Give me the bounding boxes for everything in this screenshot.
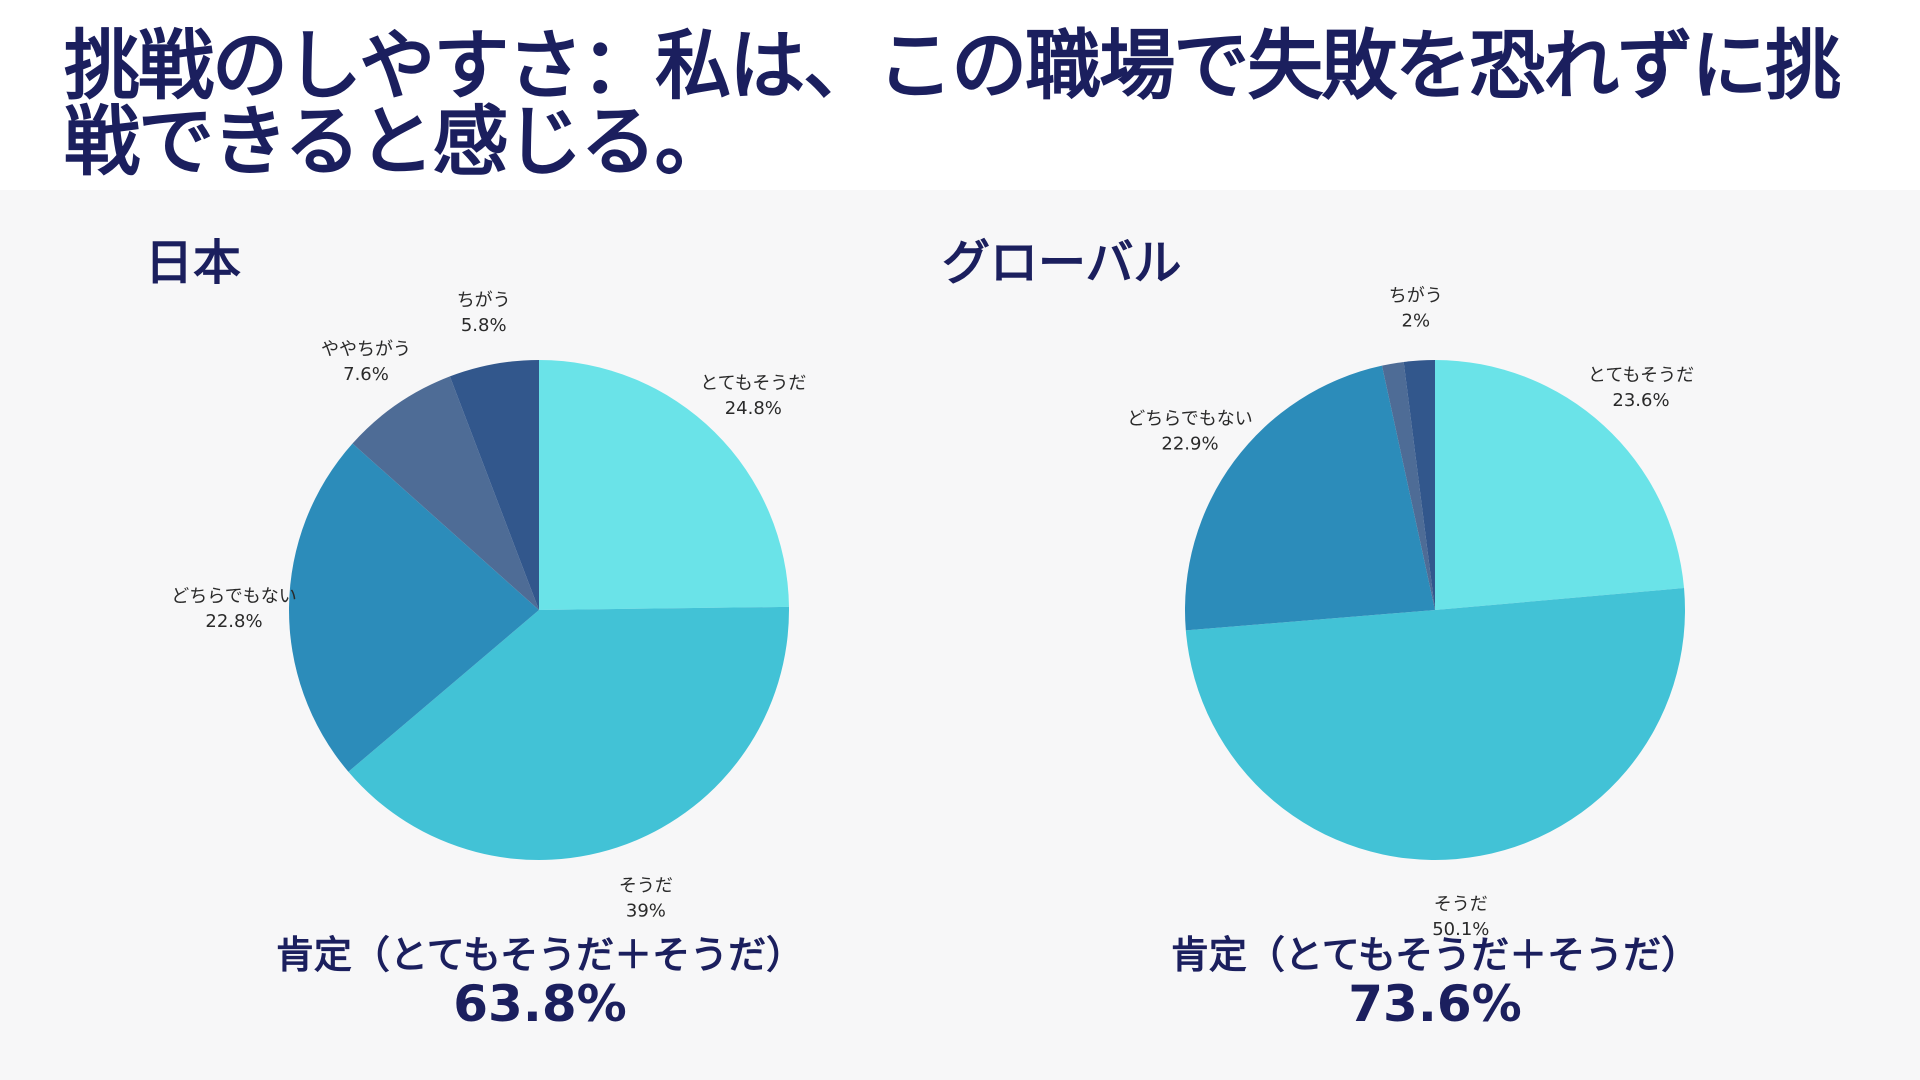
page-title: 挑戦のしやすさ：私は、この職場で失敗を恐れずに挑戦できると感じる。 (64, 21, 1841, 186)
japan-slice-yaya-chigau (352, 376, 539, 610)
japan-label-yaya-chigau-value: 7.6% (343, 364, 389, 385)
japan-label-chigau-value: 5.8% (461, 315, 507, 336)
global-slice-chigau (1403, 360, 1435, 610)
global-label-dochira-demo-nai-category: どちらでもない (1127, 408, 1252, 429)
japan-label-totemo-souda-category: とてもそうだ (700, 373, 806, 394)
japan-chart-title: 日本 (145, 235, 242, 291)
global-label-totemo-souda-value: 23.6% (1612, 390, 1669, 411)
japan-label-totemo-souda-value: 24.8% (725, 398, 782, 419)
japan-slice-chigau (449, 360, 539, 610)
global-slice-souda (1185, 588, 1685, 860)
header: 挑戦のしやすさ：私は、この職場で失敗を恐れずに挑戦できると感じる。 (0, 0, 1920, 190)
japan-label-souda-value: 39% (626, 901, 666, 922)
global-chart-title: グローバル (942, 235, 1182, 291)
japan-label-souda-category: そうだ (619, 876, 673, 897)
global-summary-value: 73.6% (1348, 975, 1522, 1033)
global-label-souda-value: 50.1% (1432, 919, 1489, 940)
japan-label-dochira-demo-nai-category: どちらでもない (171, 586, 296, 607)
japan-slice-souda (348, 606, 789, 860)
global-slice-yaya-chigau (1382, 361, 1435, 610)
global-label-chigau-category: ちがう (1389, 286, 1443, 307)
japan-summary-value: 63.8% (453, 975, 627, 1033)
global-label-totemo-souda-category: とてもそうだ (1588, 365, 1694, 386)
global-slice-totemo-souda (1435, 360, 1685, 610)
global-slice-dochira-demo-nai (1184, 365, 1435, 631)
japan-label-chigau-category: ちがう (457, 290, 511, 311)
japan-slice-dochira-demo-nai (289, 443, 539, 772)
japan-pie: とてもそうだ 24.8% そうだ 39% どちらでもない 22.8% ややちがう 7.6% ちが… (171, 290, 806, 922)
japan-label-dochira-demo-nai-value: 22.8% (205, 611, 262, 632)
global-pie: とてもそうだ 23.6% そうだ 50.1% どちらでもない 22.9% ちがう 2% (1127, 286, 1694, 940)
global-label-souda-category: そうだ (1434, 894, 1488, 915)
japan-slice-totemo-souda (539, 360, 789, 610)
global-summary-label: 肯定（とてもそうだ＋そうだ） (1170, 933, 1700, 977)
japan-summary-label: 肯定（とてもそうだ＋そうだ） (275, 933, 805, 977)
japan-label-yaya-chigau-category: ややちがう (321, 339, 411, 360)
global-label-dochira-demo-nai-value: 22.9% (1161, 433, 1218, 454)
global-label-chigau-value: 2% (1402, 311, 1431, 332)
